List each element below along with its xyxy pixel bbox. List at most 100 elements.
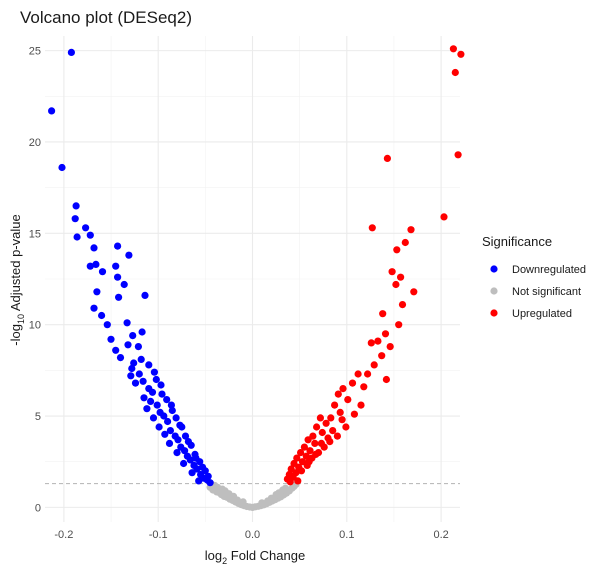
point-downregulated bbox=[98, 311, 106, 320]
point-upregulated bbox=[305, 458, 313, 466]
point-downregulated bbox=[167, 401, 175, 409]
x-tick-label: 0.1 bbox=[339, 529, 354, 541]
point-upregulated bbox=[329, 427, 337, 435]
point-downregulated bbox=[157, 381, 165, 389]
y-axis-label: -log10 Adjusted p-value bbox=[8, 214, 26, 345]
y-tick-label: 15 bbox=[29, 228, 41, 240]
point-downregulated bbox=[116, 354, 125, 362]
point-not-significant bbox=[264, 497, 272, 505]
y-tick-label: 5 bbox=[35, 411, 41, 423]
point-upregulated bbox=[397, 273, 405, 281]
y-tick-label: 20 bbox=[29, 137, 41, 149]
data-points bbox=[48, 45, 465, 511]
point-downregulated bbox=[72, 202, 80, 210]
y-axis-label-sub: 10 bbox=[16, 314, 26, 324]
x-tick-label: 0.2 bbox=[433, 529, 448, 541]
point-upregulated bbox=[297, 467, 306, 475]
x-axis-label-sub: 2 bbox=[222, 556, 227, 566]
point-upregulated bbox=[393, 246, 401, 254]
point-downregulated bbox=[149, 414, 158, 422]
point-downregulated bbox=[92, 260, 100, 268]
point-upregulated bbox=[306, 447, 314, 455]
point-downregulated bbox=[135, 370, 143, 378]
point-downregulated bbox=[176, 421, 184, 429]
point-upregulated bbox=[407, 226, 415, 234]
point-downregulated bbox=[163, 396, 171, 404]
point-upregulated bbox=[304, 436, 312, 444]
legend-label-upregulated: Upregulated bbox=[512, 308, 572, 320]
point-upregulated bbox=[395, 321, 403, 329]
point-upregulated bbox=[410, 288, 418, 296]
point-upregulated bbox=[336, 408, 344, 416]
point-upregulated bbox=[322, 419, 330, 427]
point-downregulated bbox=[186, 456, 194, 464]
x-tick-label: -0.1 bbox=[149, 529, 168, 541]
point-downregulated bbox=[188, 469, 196, 477]
point-downregulated bbox=[187, 441, 195, 449]
legend: Significance Downregulated Not significa… bbox=[482, 234, 586, 320]
x-axis-label-prefix: log bbox=[205, 548, 222, 563]
point-downregulated bbox=[206, 479, 214, 487]
point-upregulated bbox=[398, 301, 407, 309]
point-downregulated bbox=[128, 364, 136, 373]
point-downregulated bbox=[140, 394, 148, 402]
legend-title: Significance bbox=[482, 234, 552, 249]
point-downregulated bbox=[141, 291, 149, 299]
point-downregulated bbox=[86, 262, 94, 270]
point-upregulated bbox=[327, 414, 335, 422]
point-downregulated bbox=[148, 388, 157, 396]
point-upregulated bbox=[338, 416, 346, 424]
point-downregulated bbox=[196, 458, 204, 466]
point-upregulated bbox=[311, 439, 319, 447]
point-upregulated bbox=[339, 385, 347, 393]
point-downregulated bbox=[71, 215, 79, 223]
point-upregulated bbox=[368, 224, 376, 232]
point-upregulated bbox=[300, 443, 308, 451]
point-downregulated bbox=[107, 335, 115, 343]
point-downregulated bbox=[114, 242, 122, 250]
point-upregulated bbox=[297, 449, 305, 457]
point-downregulated bbox=[120, 280, 128, 289]
x-tick-label: 0.0 bbox=[245, 529, 260, 541]
point-upregulated bbox=[334, 390, 342, 398]
point-downregulated bbox=[172, 414, 180, 422]
point-downregulated bbox=[67, 48, 75, 57]
legend-key-upregulated bbox=[490, 309, 498, 317]
point-upregulated bbox=[317, 439, 325, 447]
point-upregulated bbox=[392, 280, 400, 289]
point-upregulated bbox=[367, 339, 375, 347]
point-upregulated bbox=[379, 310, 387, 318]
point-upregulated bbox=[382, 375, 390, 384]
point-downregulated bbox=[150, 368, 158, 376]
chart-title: Volcano plot (DESeq2) bbox=[20, 8, 192, 27]
point-not-significant bbox=[239, 498, 247, 506]
point-downregulated bbox=[98, 268, 107, 276]
point-not-significant bbox=[258, 499, 266, 507]
y-tick-label: 10 bbox=[29, 320, 41, 332]
y-axis-label-suffix: Adjusted p-value bbox=[8, 214, 23, 314]
point-upregulated bbox=[381, 330, 390, 338]
point-upregulated bbox=[316, 414, 324, 422]
point-upregulated bbox=[449, 45, 457, 53]
point-upregulated bbox=[451, 68, 459, 77]
point-downregulated bbox=[195, 477, 203, 485]
point-upregulated bbox=[370, 361, 378, 369]
point-downregulated bbox=[153, 401, 161, 409]
point-downregulated bbox=[145, 361, 153, 369]
point-downregulated bbox=[164, 417, 172, 426]
point-upregulated bbox=[440, 213, 448, 221]
point-downregulated bbox=[181, 447, 189, 455]
point-downregulated bbox=[112, 262, 120, 270]
x-tick-label: -0.2 bbox=[54, 529, 73, 541]
y-axis-label-prefix: -log bbox=[8, 324, 23, 346]
point-downregulated bbox=[174, 436, 182, 444]
point-upregulated bbox=[342, 423, 350, 431]
legend-label-not-significant: Not significant bbox=[512, 286, 581, 298]
point-downregulated bbox=[130, 359, 138, 367]
point-downregulated bbox=[137, 355, 145, 363]
point-downregulated bbox=[147, 397, 155, 405]
point-downregulated bbox=[166, 427, 174, 435]
point-upregulated bbox=[312, 450, 320, 458]
point-downregulated bbox=[134, 343, 142, 351]
point-upregulated bbox=[383, 154, 391, 162]
